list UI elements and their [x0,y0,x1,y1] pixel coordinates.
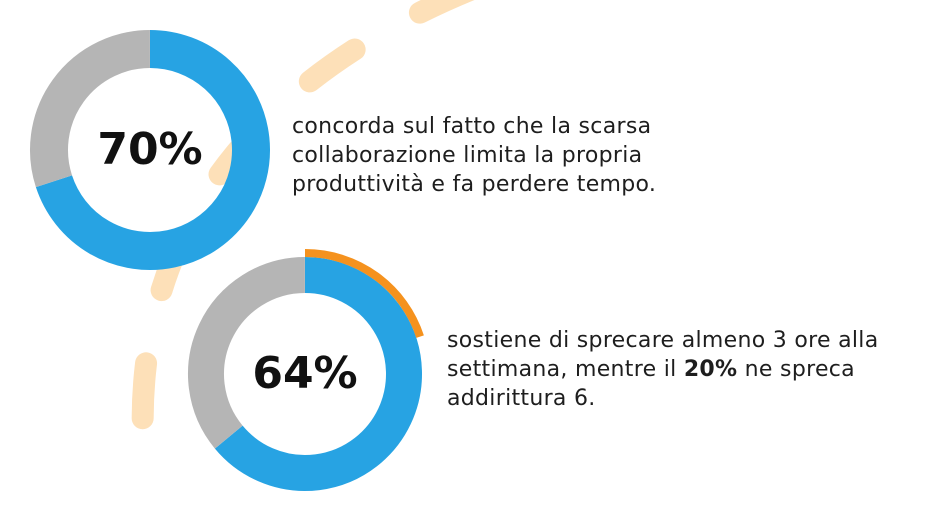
donut-percentage-label: 64% [252,348,357,399]
caption-highlight: 20% [683,357,738,382]
caption-text: sostiene di sprecare almeno 3 ore alla s… [447,328,879,382]
donut-percentage-label: 70% [97,124,202,175]
donut-slice-main [35,30,270,270]
donut-slice-rest [188,257,306,449]
donut-chart-70 [30,30,270,270]
donut-slice-rest [30,30,151,188]
donut-highlight-arc [304,249,424,338]
caption-text: ne spreca addirittura 6. [447,357,855,411]
donut-chart-64 [188,249,424,491]
caption-text: concorda sul fatto che la scarsa collabo… [292,114,657,197]
caption-collaboration: concorda sul fatto che la scarsa collabo… [292,112,712,199]
caption-wasted-hours: sostiene di sprecare almeno 3 ore alla s… [447,326,917,413]
donut-slice-main [214,257,422,491]
